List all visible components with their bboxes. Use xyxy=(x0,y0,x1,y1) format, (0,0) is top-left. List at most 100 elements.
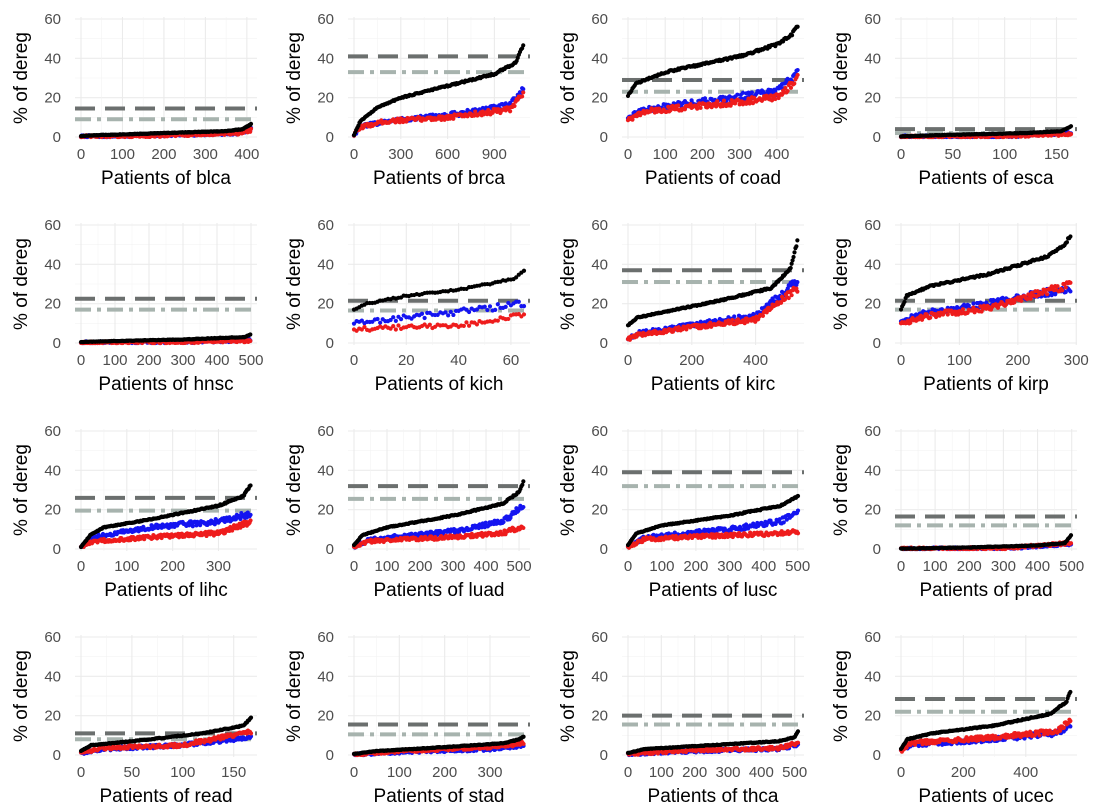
black-point xyxy=(248,121,254,126)
black-point xyxy=(795,24,800,29)
gridlines xyxy=(75,223,257,345)
y-tick-label: 60 xyxy=(44,217,61,234)
y-tick-label: 20 xyxy=(591,296,608,313)
x-tick-label: 0 xyxy=(624,146,632,163)
x-tick-label: 100 xyxy=(114,558,139,575)
blue-point xyxy=(521,86,526,92)
y-tick-label: 60 xyxy=(864,11,881,28)
y-tick-label: 40 xyxy=(44,462,61,479)
blue-point xyxy=(466,309,472,315)
x-tick-label: 200 xyxy=(160,558,185,575)
x-axis-label: Patients of kirc xyxy=(651,374,776,395)
red-point xyxy=(395,116,400,121)
blue-point xyxy=(446,313,451,318)
blue-point xyxy=(248,512,253,517)
red-point xyxy=(393,327,398,332)
x-tick-label: 20 xyxy=(398,352,415,369)
y-tick-label: 0 xyxy=(53,541,61,558)
x-axis-label: Patients of luad xyxy=(374,580,505,601)
red-point xyxy=(506,316,511,322)
x-tick-label: 100 xyxy=(374,558,399,575)
red-point xyxy=(508,109,513,114)
x-tick-label: 60 xyxy=(503,352,520,369)
x-tick-label: 300 xyxy=(206,558,231,575)
red-point xyxy=(1068,132,1074,137)
gridlines xyxy=(895,223,1077,345)
x-tick-label: 200 xyxy=(151,146,176,163)
blue-point xyxy=(378,320,383,325)
blue-point xyxy=(1068,289,1073,294)
y-axis-label: % of dereg xyxy=(284,32,305,124)
blue-point xyxy=(521,304,527,309)
x-tick-label: 400 xyxy=(743,352,768,369)
black-point xyxy=(1064,240,1070,245)
red-point xyxy=(698,105,703,110)
x-tick-label: 600 xyxy=(435,146,460,163)
x-tick-label: 100 xyxy=(653,146,678,163)
red-point xyxy=(248,518,253,523)
x-tick-label: 40 xyxy=(450,352,467,369)
x-tick-label: 0 xyxy=(350,352,358,369)
x-tick-label: 100 xyxy=(102,352,127,369)
x-tick-label: 100 xyxy=(947,352,972,369)
blue-point xyxy=(398,317,404,322)
x-tick-label: 0 xyxy=(897,146,905,163)
series-black xyxy=(351,268,527,312)
x-tick-label: 200 xyxy=(1005,352,1030,369)
y-tick-label: 0 xyxy=(326,129,334,146)
x-tick-label: 200 xyxy=(136,352,161,369)
y-tick-label: 60 xyxy=(591,217,608,234)
x-tick-label: 0 xyxy=(897,352,905,369)
x-axis-label: Patients of coad xyxy=(645,168,781,189)
x-tick-label: 900 xyxy=(482,146,507,163)
x-tick-label: 300 xyxy=(170,352,195,369)
red-point xyxy=(792,81,797,86)
x-tick-label: 400 xyxy=(204,352,229,369)
red-point xyxy=(789,293,794,298)
red-point xyxy=(1055,284,1060,289)
black-point xyxy=(1068,124,1074,129)
y-tick-label: 20 xyxy=(864,90,881,107)
y-tick-label: 0 xyxy=(873,335,881,352)
x-tick-label: 500 xyxy=(238,352,263,369)
x-axis-label: Patients of esca xyxy=(918,168,1054,189)
x-tick-label: 400 xyxy=(474,558,499,575)
red-point xyxy=(1060,288,1065,293)
y-tick-label: 20 xyxy=(44,90,61,107)
y-tick-label: 40 xyxy=(317,256,334,273)
red-point xyxy=(495,318,500,323)
blue-point xyxy=(501,519,506,525)
red-point xyxy=(795,289,800,294)
y-tick-label: 40 xyxy=(44,256,61,273)
x-tick-label: 100 xyxy=(992,146,1017,163)
black-point xyxy=(521,43,526,48)
blue-point xyxy=(419,311,425,316)
x-tick-label: 500 xyxy=(507,558,532,575)
series-black xyxy=(351,43,526,138)
y-tick-label: 0 xyxy=(873,129,881,146)
y-axis-label: % of dereg xyxy=(284,238,305,330)
x-tick-label: 0 xyxy=(350,558,358,575)
red-point xyxy=(461,323,466,329)
y-tick-label: 20 xyxy=(864,296,881,313)
red-point xyxy=(427,322,432,327)
black-point xyxy=(792,250,797,255)
series-black xyxy=(625,24,800,99)
red-point xyxy=(466,323,472,328)
y-axis-label: % of dereg xyxy=(11,444,32,536)
x-axis-label: Patients of hnsc xyxy=(98,374,233,395)
red-point xyxy=(795,72,800,78)
gridlines xyxy=(895,17,1077,139)
red-point xyxy=(521,90,526,95)
blue-point xyxy=(749,90,754,95)
y-axis-label: % of dereg xyxy=(11,32,32,124)
x-tick-label: 0 xyxy=(77,558,85,575)
blue-point xyxy=(375,316,380,322)
black-point xyxy=(788,265,793,271)
red-point xyxy=(721,98,727,103)
